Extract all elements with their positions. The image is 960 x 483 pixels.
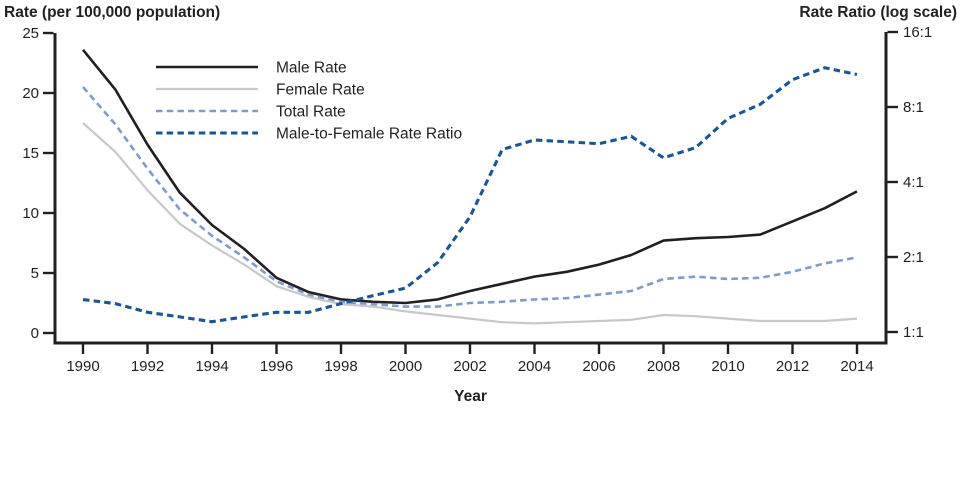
tick-label: 0 [31, 325, 39, 342]
male-rate-line [81, 48, 858, 305]
female-rate-legend-label: Female Rate [276, 82, 365, 99]
tick-label: 2012 [776, 358, 809, 375]
tick-label: 2002 [453, 358, 486, 375]
tick-label: 2004 [518, 358, 551, 375]
tick-label: 8:1 [903, 99, 924, 116]
tick-marks [43, 30, 898, 354]
tick-label: 4:1 [903, 174, 924, 191]
tick-label: 2008 [647, 358, 680, 375]
tick-label: 2000 [389, 358, 422, 375]
legend: Male Rate Female Rate Total Rate Male-to-Fe… [156, 60, 462, 143]
tick-label: 10 [22, 205, 39, 222]
tick-label: 1990 [66, 358, 99, 375]
left-axis-title: Rate (per 100,000 population) [4, 4, 221, 21]
tick-label: 2010 [711, 358, 744, 375]
tick-label: 1994 [195, 358, 228, 375]
male-rate-legend-label: Male Rate [276, 60, 347, 77]
series-lines [81, 48, 858, 325]
tick-label: 1998 [324, 358, 357, 375]
tick-label: 25 [22, 25, 39, 42]
tick-label: 2006 [582, 358, 615, 375]
tick-label: 1992 [131, 358, 164, 375]
tick-label: 16:1 [903, 24, 932, 41]
male-to-female-rate-ratio-legend-label: Male-to-Female Rate Ratio [276, 126, 462, 143]
tick-label: 5 [31, 265, 39, 282]
tick-labels: 0 5 10 15 20 25 1:1 2:1 4:1 8:1 16:1 1990 1992 1994 19… [22, 24, 932, 375]
tick-label: 2014 [840, 358, 873, 375]
axes [53, 32, 888, 345]
tick-label: 2:1 [903, 249, 924, 266]
total-rate-line [82, 86, 858, 308]
female-rate-line [82, 122, 858, 325]
tick-label: 15 [22, 145, 39, 162]
tick-label: 1996 [260, 358, 293, 375]
male-to-female-rate-ratio-line [82, 66, 858, 324]
tick-label: 20 [22, 85, 39, 102]
x-axis-title: Year [454, 388, 487, 405]
total-rate-legend-label: Total Rate [276, 104, 346, 121]
right-axis-title: Rate Ratio (log scale) [799, 4, 957, 21]
tick-label: 1:1 [903, 324, 924, 341]
